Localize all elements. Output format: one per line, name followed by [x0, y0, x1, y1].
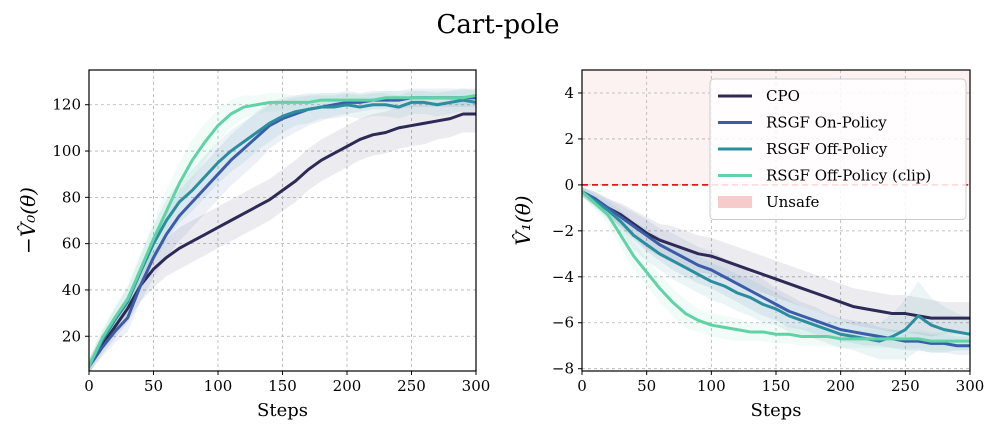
y-tick-label: 40 — [62, 281, 81, 299]
y-tick-label: −4 — [552, 268, 574, 286]
line-rsgf-off-policy-clip — [582, 190, 970, 343]
right-panel: 0 50 100 150 200 250 300 −8 −6 −4 −2 0 2 4 Steps V̂₁(θ)… — [511, 69, 985, 421]
y-axis-label: V̂₁(θ) — [511, 195, 535, 245]
x-axis-label: Steps — [751, 400, 802, 421]
x-tick-label: 200 — [826, 377, 855, 395]
y-tick-label: 20 — [62, 327, 81, 345]
legend-label-unsafe: Unsafe — [766, 193, 819, 211]
x-tick-label: 300 — [462, 377, 491, 395]
legend-label-rsgf-on-policy: RSGF On-Policy — [766, 114, 887, 132]
y-tick-label: 100 — [52, 142, 81, 160]
band-rsgf-off-policy — [89, 88, 476, 371]
y-tick-label: 2 — [564, 130, 574, 148]
y-tick-label: 80 — [62, 188, 81, 206]
y-tick-label: −2 — [552, 222, 574, 240]
y-tick-label: −6 — [552, 314, 574, 332]
line-rsgf-off-policy-clip — [89, 93, 476, 368]
x-tick-label: 200 — [333, 377, 362, 395]
y-tick-label: 4 — [564, 84, 574, 102]
y-tick-label: 0 — [564, 176, 574, 194]
x-tick-label: 300 — [956, 377, 985, 395]
x-tick-label: 250 — [891, 377, 920, 395]
x-tick-label: 100 — [204, 377, 233, 395]
figure-title: Cart-pole — [436, 10, 559, 40]
x-tick-label: 150 — [268, 377, 297, 395]
y-tick-label: 120 — [52, 96, 81, 114]
legend-box — [709, 78, 967, 220]
band-cpo — [89, 95, 476, 371]
x-tick-label: 0 — [84, 377, 94, 395]
line-rsgf-off-policy — [89, 98, 476, 368]
band-cpo — [582, 187, 970, 337]
x-tick-label: 250 — [397, 377, 426, 395]
y-axis-label: −V̂₀(θ) — [16, 187, 40, 254]
band-rsgf-on-policy — [89, 88, 476, 371]
legend-label-rsgf-off-policy-clip: RSGF Off-Policy (clip) — [766, 167, 931, 185]
x-tick-label: 100 — [697, 377, 726, 395]
legend-label-rsgf-off-policy: RSGF Off-Policy — [766, 140, 888, 158]
band-rsgf-on-policy — [582, 187, 970, 355]
y-tick-label: −8 — [552, 360, 574, 378]
x-tick-label: 50 — [637, 377, 656, 395]
legend: CPO RSGF On-Policy RSGF Off-Policy RSGF Off… — [709, 78, 967, 220]
x-tick-label: 150 — [762, 377, 791, 395]
x-axis-label: Steps — [257, 400, 308, 421]
band-rsgf-off-policy-clip — [89, 88, 476, 371]
x-tick-label: 0 — [577, 377, 587, 395]
line-cpo — [89, 112, 476, 368]
legend-swatch-unsafe — [718, 196, 752, 208]
left-panel: 0 50 100 150 200 250 300 20 40 60 80 100 120 Steps −V̂… — [16, 69, 491, 421]
line-rsgf-on-policy — [582, 190, 970, 348]
plot-area — [89, 88, 476, 371]
y-tick-label: 60 — [62, 235, 81, 253]
legend-label-cpo: CPO — [766, 87, 800, 105]
line-cpo — [582, 190, 970, 320]
x-tick-label: 50 — [144, 377, 163, 395]
line-rsgf-off-policy — [582, 190, 970, 343]
